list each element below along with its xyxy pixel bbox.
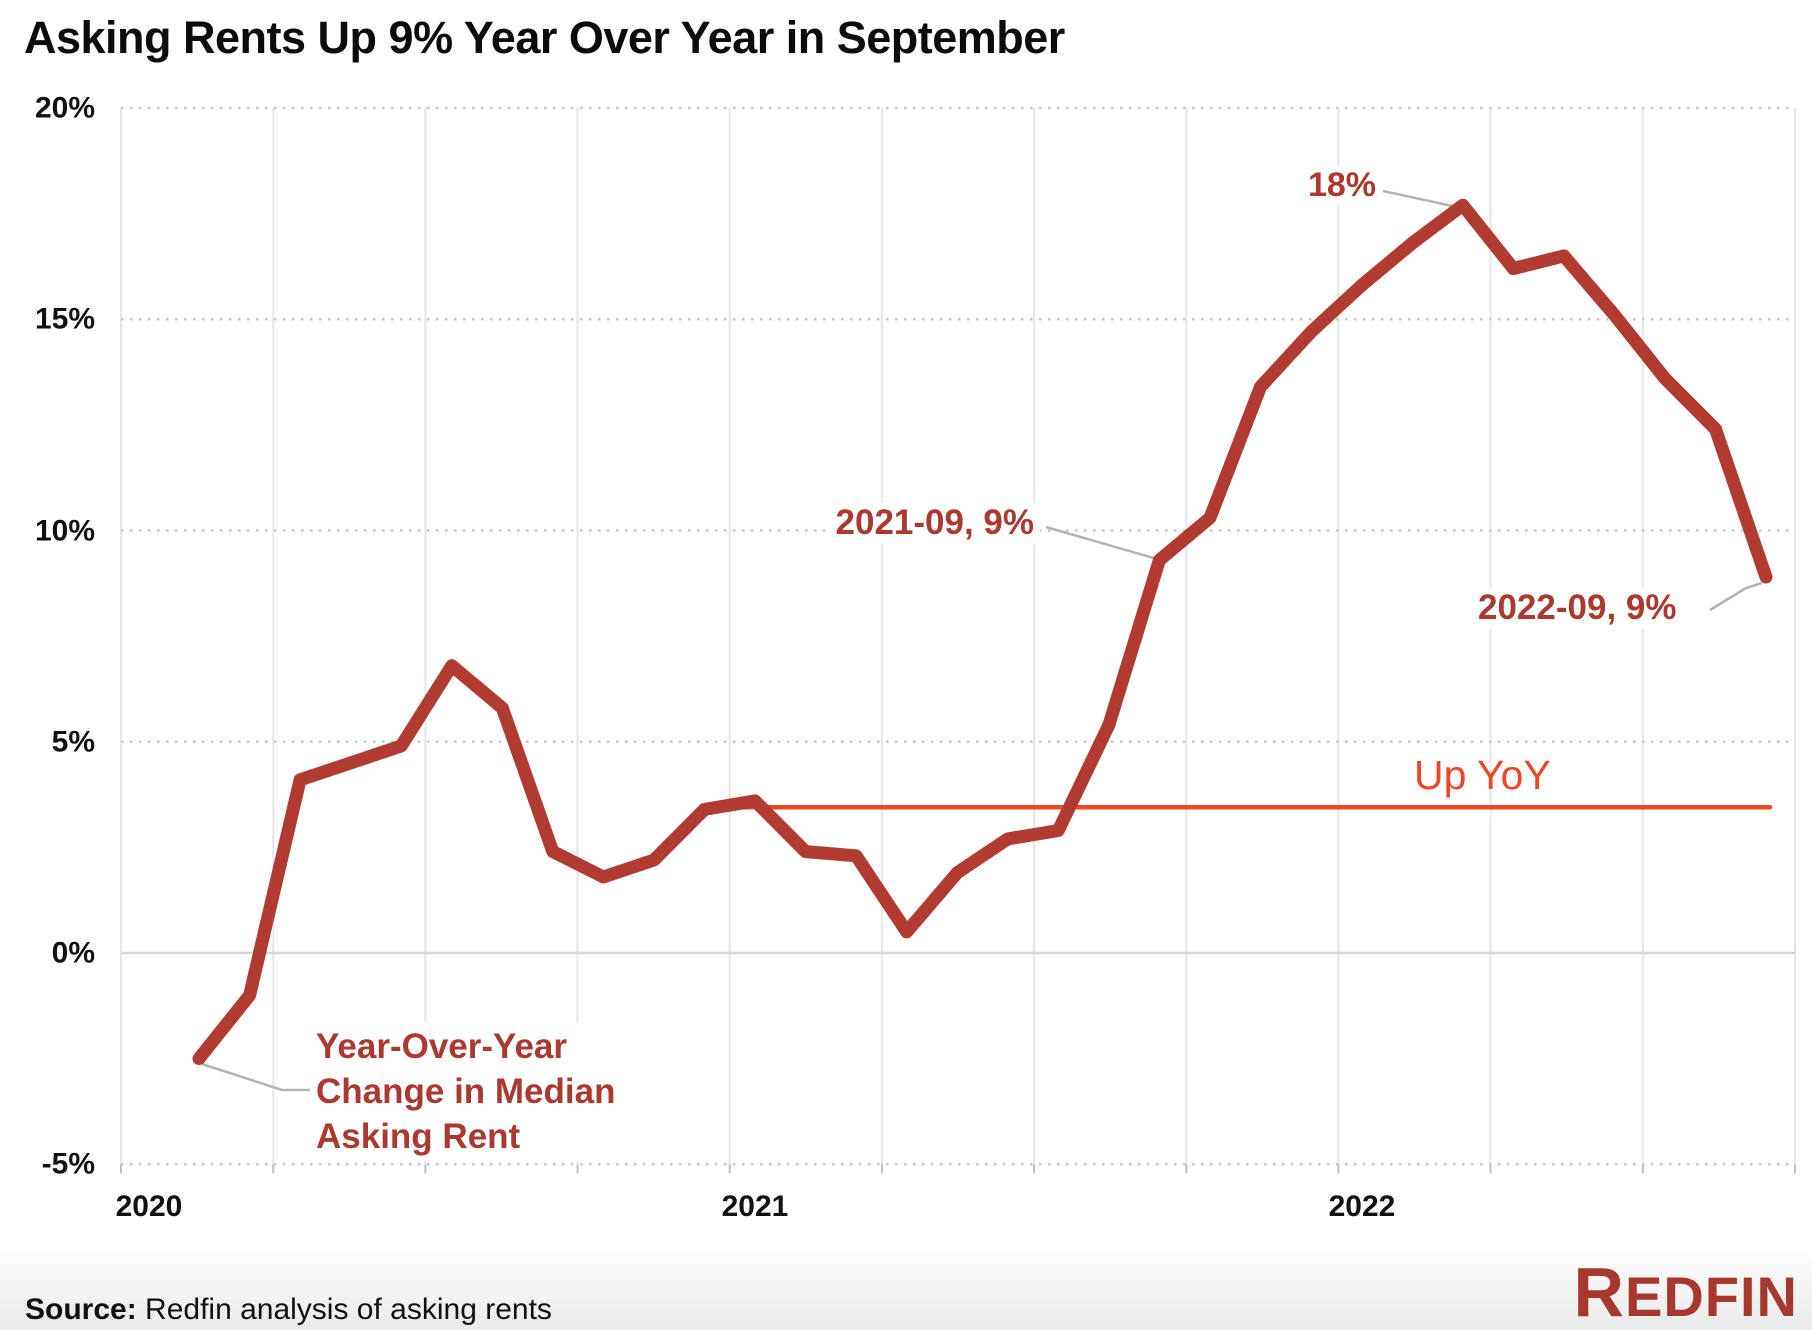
y-tick-20: 20%: [35, 92, 95, 125]
annotation-up-yoy: Up YoY: [1414, 752, 1551, 798]
leader-sep2021: [1045, 525, 1158, 561]
series-label-line3: Asking Rent: [316, 1117, 521, 1156]
leader-lines: [201, 189, 1763, 1092]
grid-layer: [120, 106, 1796, 1174]
y-tick-15: 15%: [35, 303, 95, 336]
y-axis-labels: 20% 15% 10% 5% 0% -5%: [35, 92, 95, 1181]
x-tick-2021: 2021: [722, 1190, 789, 1223]
annotation-sep-2022: 2022-09, 9%: [1472, 588, 1683, 629]
x-axis-labels: 2020 2021 2022: [116, 1190, 1396, 1223]
footer-bar: Source: Redfin analysis of asking rents …: [0, 1252, 1812, 1330]
annotation-series-label: Year-Over-Year Change in Median Asking R…: [310, 1022, 622, 1161]
chart-title: Asking Rents Up 9% Year Over Year in Sep…: [24, 12, 1065, 63]
y-tick-5: 5%: [52, 726, 95, 759]
leader-series-label: [201, 1062, 314, 1092]
series-label-line2: Change in Median: [316, 1072, 616, 1111]
y-tick-0: 0%: [52, 937, 95, 970]
series-layer: [192, 198, 1773, 1066]
x-tick-2022: 2022: [1329, 1190, 1396, 1223]
asking-rent-yoy-line: [192, 198, 1773, 1066]
source-label: Source:: [25, 1293, 137, 1326]
source-text: Redfin analysis of asking rents: [136, 1293, 552, 1326]
series-label-line1: Year-Over-Year: [316, 1027, 568, 1066]
leader-peak: [1382, 189, 1458, 209]
x-tick-2020: 2020: [116, 1190, 183, 1223]
annotation-sep-2021: 2021-09, 9%: [829, 503, 1040, 544]
y-tick-neg5: -5%: [42, 1148, 95, 1181]
leader-sep2022: [1709, 581, 1763, 612]
source-line: Source: Redfin analysis of asking rents: [25, 1293, 552, 1327]
redfin-logo: REDFIN: [1573, 1253, 1798, 1330]
annotation-peak-18pct: 18%: [1301, 166, 1382, 206]
y-tick-10: 10%: [35, 515, 95, 548]
